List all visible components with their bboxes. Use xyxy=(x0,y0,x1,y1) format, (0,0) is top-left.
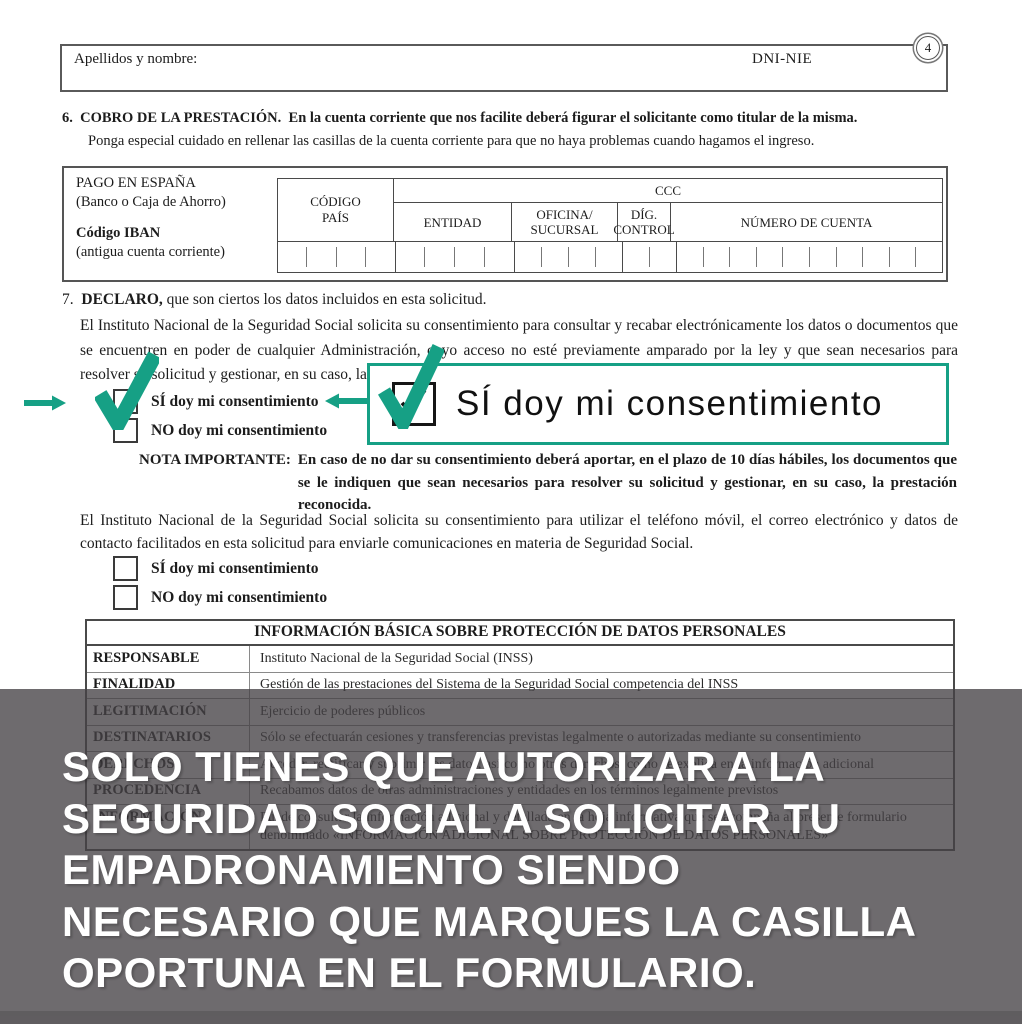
col-dig-control: DÍG. CONTROL xyxy=(613,203,675,241)
table-row: RESPONSABLE Instituto Nacional de la Segu… xyxy=(87,646,953,673)
consent-callout-box: SÍ doy mi consentimiento xyxy=(367,344,949,445)
green-check-icon xyxy=(378,344,444,429)
section-7-number: 7. xyxy=(62,291,74,308)
section-6-subtitle: Ponga especial cuidado en rellenar las c… xyxy=(88,133,815,149)
banco-caja-label: (Banco o Caja de Ahorro) xyxy=(76,194,226,210)
arrow-right-icon xyxy=(24,395,66,411)
codigo-line: CÓDIGO xyxy=(310,194,361,209)
section-6-heading: 6. COBRO DE LA PRESTACIÓN. En la cuenta … xyxy=(62,107,960,130)
pago-espana-label: PAGO EN ESPAÑA xyxy=(76,175,196,191)
nota-text: En caso de no dar su consentimiento debe… xyxy=(297,452,957,513)
consent1-yes-label: SÍ doy mi consentimiento xyxy=(151,392,319,410)
nota-importante: NOTA IMPORTANTE: En caso de no dar su co… xyxy=(139,449,957,517)
consent2-yes-checkbox[interactable] xyxy=(113,556,138,581)
section-6-number: 6. xyxy=(62,110,73,126)
caption-line: OPORTUNA EN EL FORMULARIO. xyxy=(62,949,757,996)
caption-line: EMPADRONAMIENTO SIENDO xyxy=(62,846,681,893)
overlay-bottom-strip xyxy=(0,1011,1022,1024)
entidad-line: ENTIDAD xyxy=(423,214,482,230)
consent2-yes-row: SÍ doy mi consentimiento xyxy=(113,556,319,581)
section-7-declaro: 7. DECLARO, que son ciertos los datos in… xyxy=(62,291,487,309)
col-oficina: OFICINA/ SUCURSAL xyxy=(512,203,618,241)
pais-line: PAÍS xyxy=(322,210,349,225)
bank-account-table: PAGO EN ESPAÑA (Banco o Caja de Ahorro) … xyxy=(62,166,948,282)
col-entidad: ENTIDAD xyxy=(394,203,512,241)
section-6-title: COBRO DE LA PRESTACIÓN. xyxy=(80,110,282,126)
section-7-title: DECLARO, xyxy=(81,291,163,308)
section-6-cobro: 6. COBRO DE LA PRESTACIÓN. En la cuenta … xyxy=(62,107,960,153)
dig-line2: CONTROL xyxy=(613,222,675,237)
protection-table-title: INFORMACIÓN BÁSICA SOBRE PROTECCIÓN DE D… xyxy=(87,621,953,646)
apellidos-label: Apellidos y nombre: xyxy=(74,51,198,67)
antigua-cuenta-label: (antigua cuenta corriente) xyxy=(76,244,225,260)
col-codigo-pais: CÓDIGO PAÍS xyxy=(278,179,394,241)
iban-digit-cells[interactable] xyxy=(278,241,942,272)
col-numero-cuenta: NÚMERO DE CUENTA xyxy=(671,203,942,241)
consent-paragraph-2: El Instituto Nacional de la Seguridad So… xyxy=(80,512,958,552)
nota-label: NOTA IMPORTANTE: xyxy=(139,452,291,468)
consent2-no-row: NO doy mi consentimiento xyxy=(113,585,327,610)
codigo-iban-label: Código IBAN xyxy=(76,225,161,241)
page-number-badge: 4 xyxy=(916,36,940,60)
row-label: FINALIDAD xyxy=(87,672,250,698)
dig-line1: DÍG. xyxy=(630,207,658,222)
consent2-yes-label: SÍ doy mi consentimiento xyxy=(151,559,319,577)
oficina-line1: OFICINA/ xyxy=(536,207,593,222)
caption-text: SOLO TIENES QUE AUTORIZAR A LA SEGURIDAD… xyxy=(62,741,916,999)
caption-line: SEGURIDAD SOCIAL A SOLICITAR TU xyxy=(62,794,841,842)
row-value: Instituto Nacional de la Seguridad Socia… xyxy=(260,650,533,666)
consent1-no-label: NO doy mi consentimiento xyxy=(151,421,328,439)
section-7-title-rest: que son ciertos los datos incluidos en e… xyxy=(166,291,487,308)
name-dni-box: Apellidos y nombre: DNI-NIE xyxy=(60,44,948,92)
section-6-title-rest: En la cuenta corriente que nos facilite … xyxy=(288,110,858,126)
dni-label: DNI-NIE xyxy=(752,51,813,67)
bank-left-labels: PAGO EN ESPAÑA (Banco o Caja de Ahorro) … xyxy=(76,174,276,262)
checkmark-icon xyxy=(95,351,159,430)
bank-inner-grid: CÓDIGO PAÍS CCC ENTIDAD OFICINA/ SUCURSA… xyxy=(277,178,943,273)
consent2-no-label: NO doy mi consentimiento xyxy=(151,588,328,606)
cuenta-line: NÚMERO DE CUENTA xyxy=(740,214,873,230)
row-value: Gestión de las prestaciones del Sistema … xyxy=(260,677,739,692)
arrow-left-icon xyxy=(325,393,367,409)
caption-line: NECESARIO QUE MARQUES LA CASILLA xyxy=(62,897,917,945)
oficina-line2: SUCURSAL xyxy=(530,222,599,237)
callout-text: SÍ doy mi consentimiento xyxy=(456,384,884,423)
caption-line: SOLO TIENES QUE AUTORIZAR A LA xyxy=(62,743,826,790)
col-ccc: CCC xyxy=(394,179,942,203)
row-label: RESPONSABLE xyxy=(87,646,250,672)
consent2-no-checkbox[interactable] xyxy=(113,585,138,610)
caption-overlay: SOLO TIENES QUE AUTORIZAR A LA SEGURIDAD… xyxy=(0,689,1022,1024)
